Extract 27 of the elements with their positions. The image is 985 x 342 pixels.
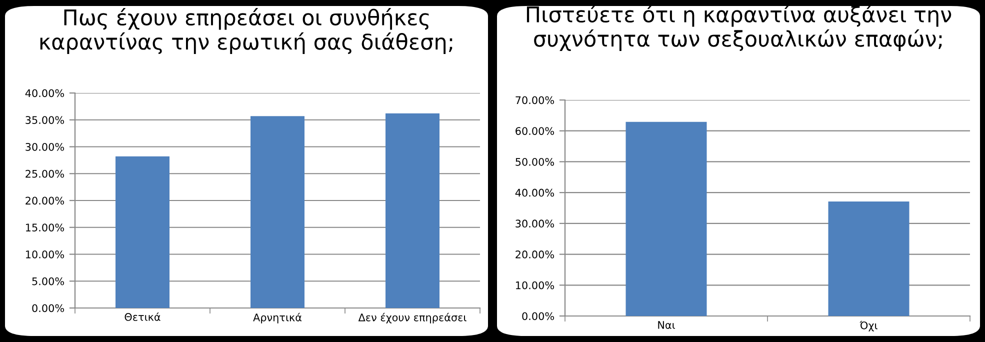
y-tick-label: 15.00%	[26, 224, 64, 232]
chart-title: Πιστεύετε ότι η καραντίνα αυξάνει την συχνότητα των σεξουαλικών επαφών;	[526, 5, 952, 52]
x-tick-label: Όχι	[860, 320, 878, 332]
y-tick-label: 20.00%	[516, 250, 554, 258]
y-tick-label: 0.00%	[522, 312, 554, 320]
chart-title: Πως έχουν επηρεάσει οι συνθήκες καραντίνας την ερωτική σας διάθεση;	[40, 8, 452, 54]
y-tick-label: 40.00%	[515, 188, 554, 197]
y-tick-label: 10.00%	[26, 250, 64, 258]
x-tick-label: Δεν έχουν επηρεάσει	[358, 312, 466, 324]
bar	[116, 156, 170, 308]
y-tick-label: 30.00%	[26, 142, 64, 151]
x-tick-label: Αρνητικά	[253, 312, 302, 324]
y-tick-label: 40.00%	[25, 89, 64, 98]
y-tick-label: 10.00%	[516, 281, 554, 290]
y-tick-label: 20.00%	[26, 196, 64, 205]
x-tick-label: Θετικά	[124, 312, 160, 321]
y-tick-label: 70.00%	[516, 96, 554, 104]
x-tick-label: Ναι	[658, 321, 675, 329]
y-tick-label: 0.00%	[32, 304, 64, 312]
y-tick-label: 50.00%	[516, 158, 554, 166]
y-tick-label: 30.00%	[516, 220, 554, 228]
bar	[386, 113, 440, 308]
y-tick-label: 5.00%	[32, 277, 64, 286]
y-tick-label: 60.00%	[516, 127, 554, 135]
y-tick-label: 25.00%	[26, 170, 64, 178]
y-tick-label: 35.00%	[26, 116, 64, 124]
bar	[250, 116, 304, 308]
